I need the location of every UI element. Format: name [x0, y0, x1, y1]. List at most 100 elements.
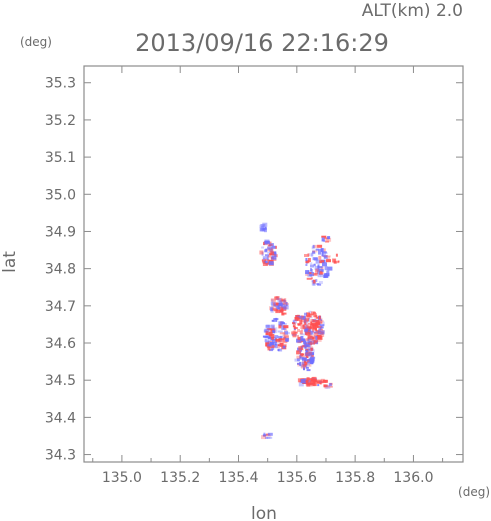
radar-cell	[272, 339, 277, 343]
radar-cell	[271, 260, 274, 263]
radar-cell	[285, 307, 288, 310]
radar-cell	[299, 361, 302, 366]
radar-cell	[313, 320, 319, 324]
radar-cell	[324, 273, 328, 278]
radar-cell	[281, 323, 287, 327]
radar-cell	[306, 369, 311, 372]
radar-cell	[302, 324, 305, 328]
y-tick-label: 34.9	[45, 224, 76, 240]
radar-cell	[297, 336, 302, 340]
radar-cell	[316, 379, 322, 383]
radar-cell	[263, 432, 266, 437]
radar-cell	[317, 244, 323, 248]
radar-cell	[319, 260, 325, 264]
y-tick-label: 35.1	[45, 150, 76, 166]
radar-cell	[270, 298, 276, 302]
radar-cell	[264, 240, 270, 244]
radar-cell	[318, 327, 322, 332]
radar-cell	[315, 330, 320, 333]
radar-cell	[296, 315, 302, 319]
radar-cell	[268, 339, 272, 344]
radar-cell	[299, 355, 302, 359]
radar-cell	[297, 323, 301, 326]
radar-cell	[305, 352, 311, 356]
radar-cell	[259, 224, 265, 228]
radar-cell	[317, 283, 322, 286]
radar-cell	[300, 336, 304, 340]
radar-cell	[270, 342, 274, 345]
radar-cell	[314, 335, 317, 338]
radar-cell	[325, 273, 330, 277]
radar-cell	[279, 332, 285, 335]
radar-cell	[301, 362, 305, 365]
radar-cell	[264, 243, 268, 246]
radar-cell	[315, 270, 318, 275]
radar-cell	[265, 436, 271, 439]
radar-cell	[324, 237, 329, 240]
radar-cell	[310, 262, 313, 265]
radar-cell	[296, 338, 301, 343]
radar-cell	[274, 343, 277, 346]
radar-cell	[277, 303, 283, 307]
radar-cell	[311, 384, 316, 387]
radar-cell	[301, 319, 307, 323]
radar-cell	[298, 382, 304, 387]
radar-cell	[310, 311, 315, 314]
radar-cell	[277, 348, 282, 351]
radar-cell	[312, 337, 315, 340]
radar-cell	[271, 345, 275, 349]
radar-cell	[305, 354, 309, 359]
y-tick-label: 35.3	[45, 76, 76, 92]
radar-cell	[264, 260, 268, 263]
radar-cell	[279, 307, 284, 312]
radar-cell	[313, 244, 318, 248]
altitude-label: ALT(km) 2.0	[362, 1, 463, 21]
radar-cell	[309, 272, 314, 277]
radar-cell	[270, 301, 275, 305]
radar-cell	[320, 248, 324, 253]
radar-cell	[321, 333, 325, 337]
radar-cell	[263, 241, 268, 245]
radar-cell	[306, 354, 311, 357]
radar-cell	[308, 253, 314, 257]
radar-cell	[323, 240, 326, 243]
radar-cell	[315, 268, 320, 272]
radar-cell	[267, 432, 273, 436]
radar-cell	[327, 385, 333, 388]
radar-cell	[278, 324, 282, 329]
radar-cell	[278, 338, 284, 341]
y-tick-label: 34.3	[45, 448, 76, 464]
radar-cell	[273, 336, 276, 340]
radar-cell	[318, 281, 323, 284]
radar-cell	[319, 327, 322, 330]
radar-cell	[265, 263, 269, 266]
radar-cell	[262, 261, 265, 264]
radar-cell	[320, 330, 325, 335]
radar-cell	[316, 338, 322, 342]
radar-cell	[279, 342, 284, 347]
radar-cell	[314, 265, 320, 270]
radar-cell	[308, 337, 312, 340]
radar-cell	[276, 346, 280, 349]
y-axis-label: lat	[0, 251, 20, 273]
radar-cell	[301, 361, 307, 366]
radar-cell	[275, 317, 278, 322]
radar-cell	[326, 237, 332, 242]
radar-cell	[325, 255, 331, 258]
radar-cell	[301, 362, 305, 365]
radar-cell	[285, 302, 288, 306]
radar-cell	[310, 268, 312, 272]
radar-cell	[283, 325, 289, 329]
radar-cell	[312, 250, 316, 254]
radar-cell	[311, 280, 314, 283]
radar-cell	[272, 327, 278, 331]
radar-cell	[264, 254, 269, 257]
radar-cell	[320, 274, 324, 278]
radar-cell	[312, 376, 317, 381]
radar-cell	[293, 327, 298, 329]
radar-cell	[308, 330, 314, 335]
radar-cell	[283, 299, 287, 303]
radar-cell	[305, 343, 309, 347]
radar-cell	[314, 315, 318, 317]
radar-cell	[299, 350, 302, 355]
